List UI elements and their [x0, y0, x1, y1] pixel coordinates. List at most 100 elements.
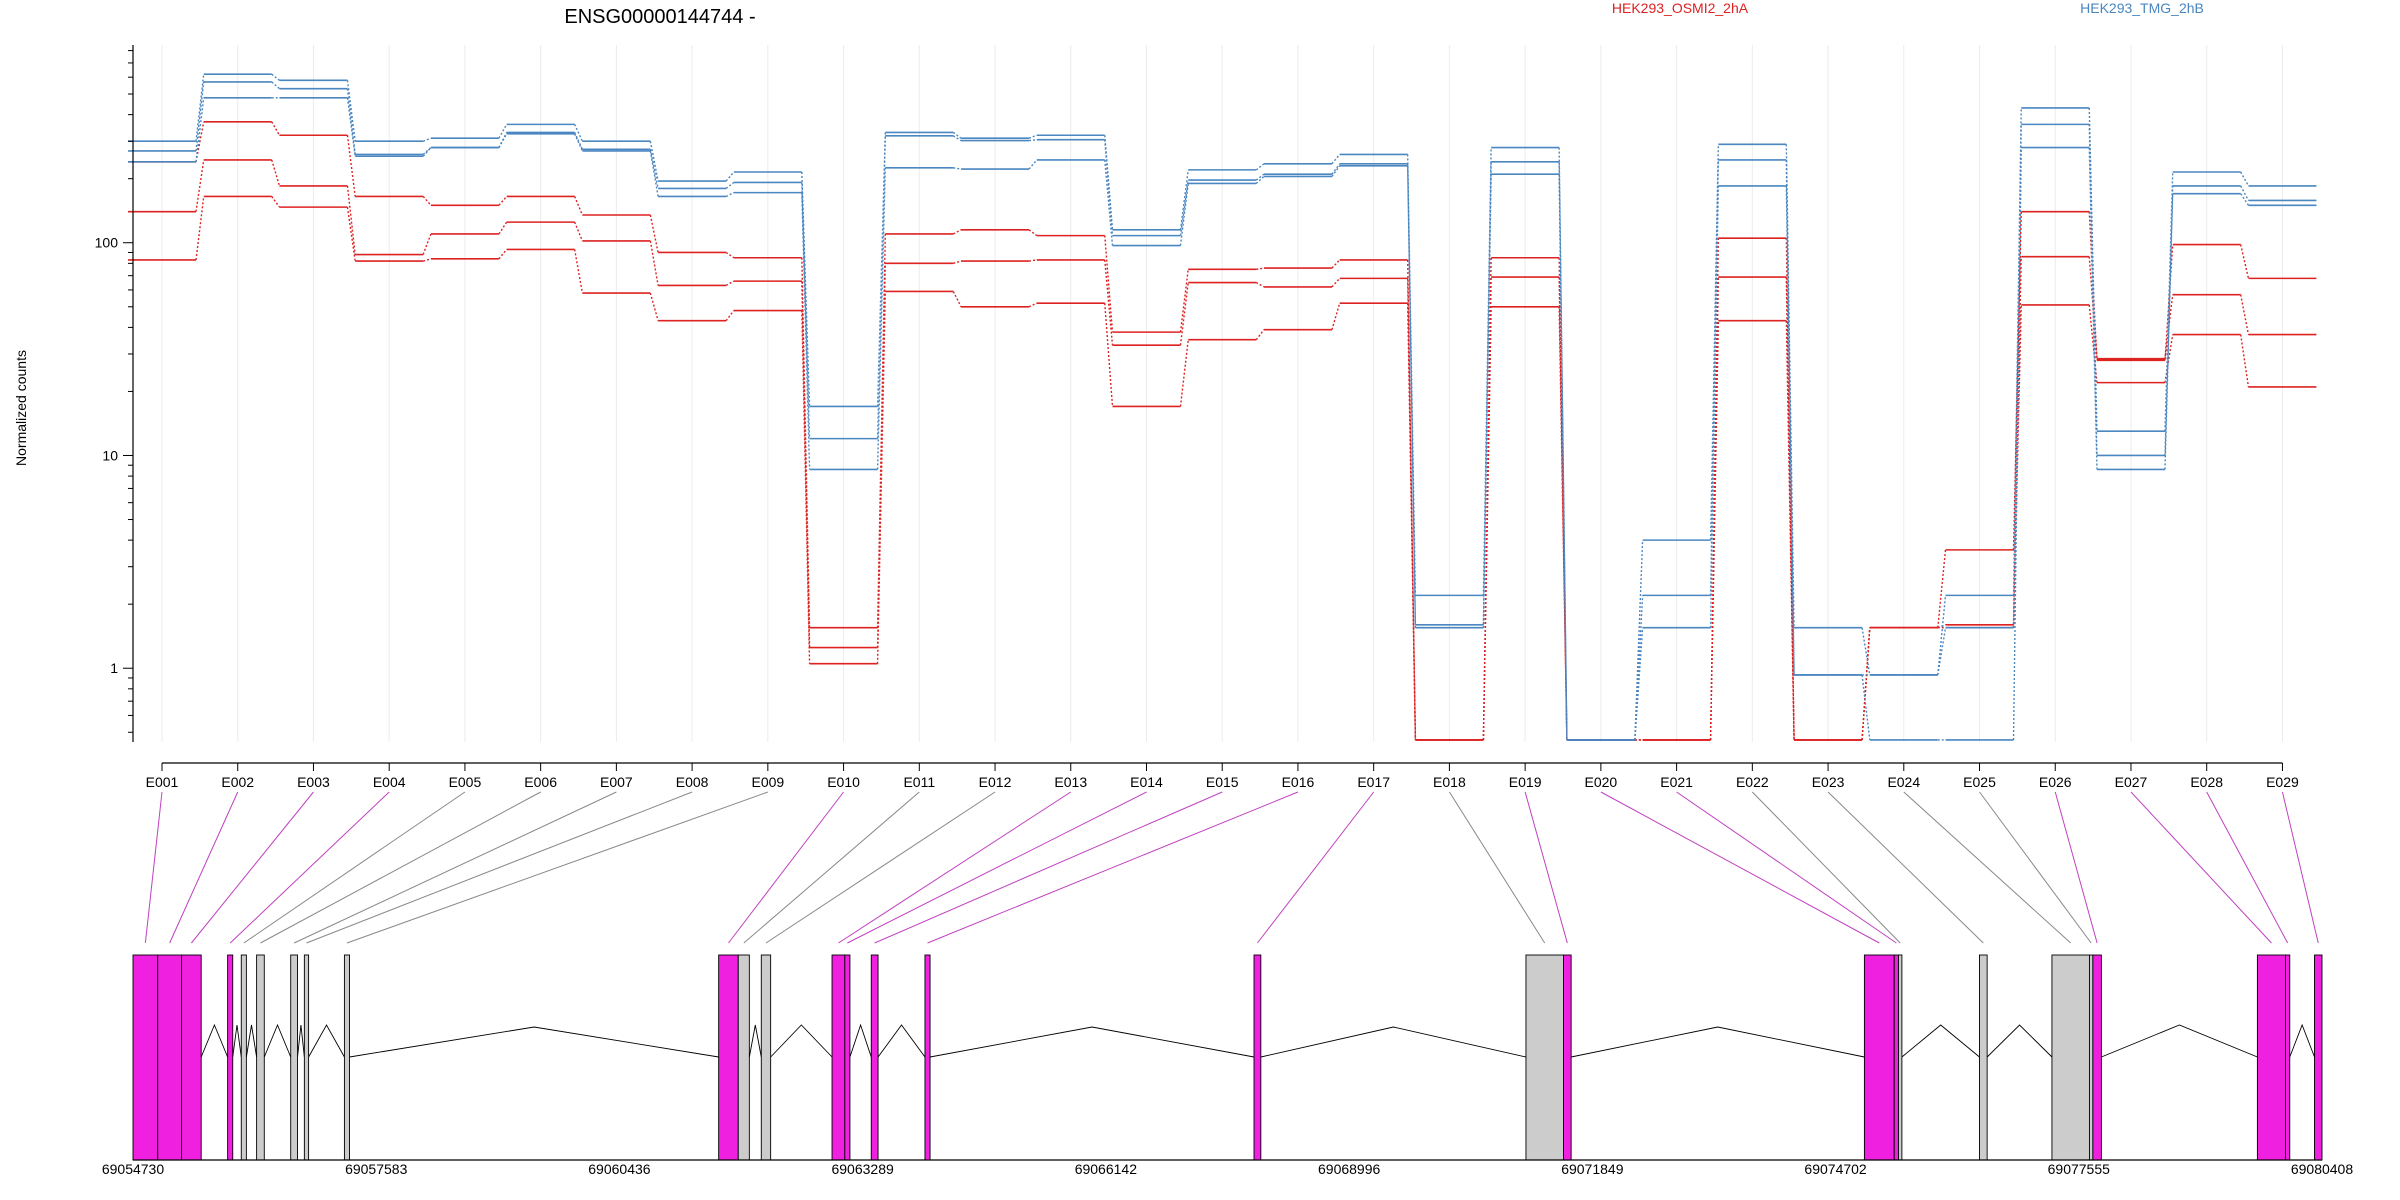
data-connector — [1785, 320, 1795, 740]
exon-E022 — [1898, 954, 1903, 1161]
exon-E016 — [924, 954, 931, 1161]
intron-line — [308, 1024, 345, 1058]
intron-line — [1986, 1024, 2053, 1058]
data-connector — [1709, 238, 1720, 740]
connector-E003 — [191, 791, 314, 944]
data-connector — [2240, 171, 2250, 187]
connector-E023 — [1827, 791, 1984, 944]
exon-E024 — [2051, 954, 2090, 1161]
data-connector — [649, 292, 659, 321]
x-tick-label-E014: E014 — [1130, 774, 1163, 790]
data-connector — [195, 196, 205, 261]
data-connector — [649, 214, 659, 253]
data-connector — [271, 73, 280, 81]
x-tick-label-E003: E003 — [297, 774, 330, 790]
data-connector — [2240, 294, 2250, 335]
data-connector — [422, 195, 432, 206]
data-connector — [2240, 185, 2250, 201]
data-connector — [1406, 163, 1417, 625]
genome-tick-label: 69057583 — [345, 1161, 408, 1177]
data-connector — [1861, 627, 1871, 741]
data-connector — [2240, 193, 2250, 206]
intron-line — [748, 1024, 762, 1058]
genome-tick-label: 69063289 — [831, 1161, 894, 1177]
data-connector — [498, 124, 508, 139]
y-axis: 1 10 100 — [95, 45, 134, 742]
data-connector — [2012, 147, 2022, 740]
data-connector — [1709, 320, 1720, 740]
intron-line — [200, 1023, 229, 1058]
connector-E017 — [1257, 791, 1375, 944]
intron-line — [349, 1026, 719, 1058]
genome-tick-label: 69066142 — [1075, 1161, 1138, 1177]
exon-E015 — [870, 954, 879, 1161]
data-connector — [1331, 259, 1341, 269]
exon-E028 — [2285, 954, 2291, 1161]
connector-E007 — [293, 791, 617, 944]
x-tick-label-E023: E023 — [1812, 774, 1845, 790]
data-connector — [1104, 235, 1114, 333]
data-connector — [725, 310, 735, 322]
vertical-gridlines — [161, 45, 2283, 742]
exon-E004 — [227, 954, 234, 1161]
exon-E008 — [303, 954, 310, 1161]
exon-E002 — [157, 954, 183, 1161]
data-connector — [953, 260, 962, 265]
data-connector — [1028, 302, 1038, 308]
data-connector — [876, 135, 886, 439]
exon-connectors — [144, 791, 2319, 944]
data-connector — [1785, 185, 1795, 675]
connector-E016 — [927, 791, 1299, 944]
genome-tick-label: 69060436 — [588, 1161, 651, 1177]
data-connector — [271, 81, 280, 90]
x-tick-label-E022: E022 — [1736, 774, 1769, 790]
legend-entry-osmi2: HEK293_OSMI2_2hA — [1612, 0, 1749, 16]
intron-line — [232, 1024, 242, 1058]
connector-E006 — [260, 791, 541, 944]
data-connector — [801, 171, 811, 407]
data-connector — [1482, 306, 1492, 740]
connector-E009 — [346, 791, 769, 944]
data-connector — [422, 147, 432, 155]
genome-tick-label: 69080408 — [2291, 1161, 2354, 1177]
x-tick-label-E009: E009 — [751, 774, 784, 790]
x-tick-label-E013: E013 — [1054, 774, 1087, 790]
exon-E029 — [2314, 954, 2323, 1161]
series-3 — [128, 195, 2317, 741]
data-connector — [1104, 159, 1114, 246]
y-tick-label: 10 — [102, 447, 118, 463]
data-connector — [1104, 303, 1114, 407]
x-tick-label-E017: E017 — [1357, 774, 1390, 790]
data-connector — [1179, 183, 1189, 246]
data-connector — [1331, 165, 1341, 177]
x-tick-label-E001: E001 — [146, 774, 179, 790]
gene-model — [132, 954, 2323, 1161]
chart-title: ENSG00000144744 - — [564, 6, 755, 28]
data-connector — [422, 258, 432, 262]
connector-E018 — [1448, 791, 1546, 944]
exon-E007 — [290, 954, 298, 1161]
connector-E004 — [229, 791, 390, 944]
genome-tick-label: 69077555 — [2048, 1161, 2111, 1177]
x-tick-label-E006: E006 — [524, 774, 557, 790]
connector-E022 — [1751, 791, 1901, 944]
data-connector — [498, 221, 508, 235]
exon-E020 — [1863, 954, 1895, 1161]
connector-E014 — [847, 791, 1147, 944]
data-connector — [2164, 185, 2174, 456]
data-connector — [649, 149, 659, 189]
y-axis-label: Normalized counts — [13, 350, 29, 466]
intron-line — [1901, 1024, 1980, 1058]
data-connector — [2164, 193, 2174, 470]
data-connector — [195, 159, 205, 212]
y-tick-label: 100 — [95, 235, 119, 251]
data-connector — [952, 291, 962, 308]
connector-E005 — [243, 791, 466, 944]
x-axis: E001 E002 E003 E004 E005 E006 E007 E008 E009 E010… — [146, 762, 2299, 790]
data-connector — [574, 124, 584, 142]
exon-E001 — [132, 954, 159, 1161]
x-tick-label-E020: E020 — [1585, 774, 1618, 790]
data-connector — [1255, 281, 1265, 288]
x-tick-label-E012: E012 — [979, 774, 1012, 790]
